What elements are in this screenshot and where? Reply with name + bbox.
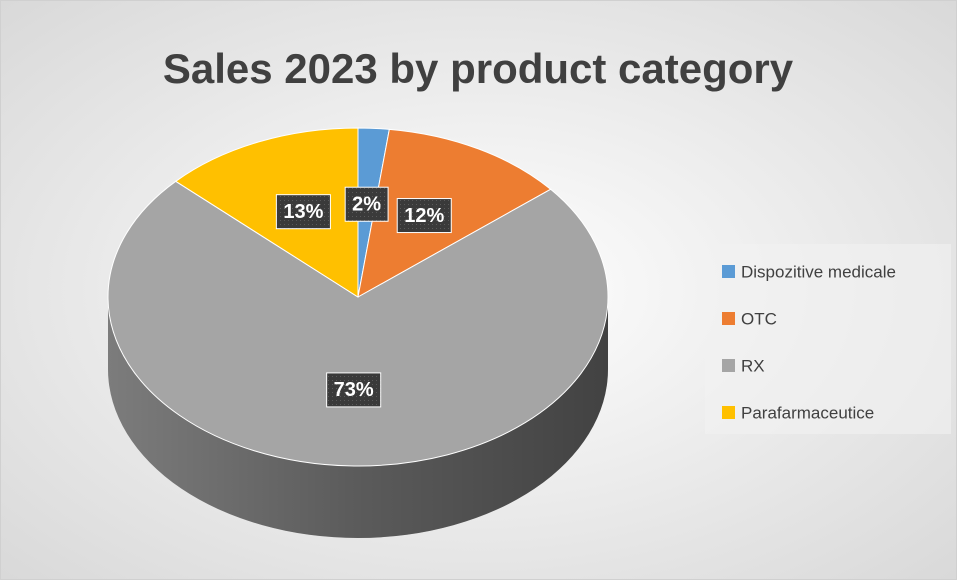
legend-label: Dispozitive medicale (741, 262, 896, 281)
legend-swatch (722, 265, 735, 278)
data-label: 12% (396, 198, 452, 234)
data-label-text: 73% (334, 379, 374, 401)
slice-side-shade (108, 297, 608, 538)
data-label-text: 12% (404, 205, 444, 227)
data-label: 13% (275, 194, 331, 230)
data-label-text: 13% (283, 201, 323, 223)
data-label-box (275, 194, 331, 230)
legend-swatch (722, 312, 735, 325)
slice (107, 180, 609, 467)
slice (357, 128, 552, 298)
data-label: 2% (344, 186, 389, 222)
legend-swatch (722, 406, 735, 419)
legend-box (705, 244, 951, 434)
legend-swatch (722, 359, 735, 372)
data-label: 73% (326, 372, 382, 408)
data-label-box (344, 186, 389, 222)
data-label-box (396, 198, 452, 234)
legend-label: OTC (741, 309, 777, 328)
slice (174, 127, 359, 298)
legend-label: RX (741, 356, 765, 375)
legend-label: Parafarmaceutice (741, 403, 874, 422)
chart-title: Sales 2023 by product category (163, 45, 794, 92)
data-label-box (326, 372, 382, 408)
data-label-text: 2% (352, 194, 381, 216)
